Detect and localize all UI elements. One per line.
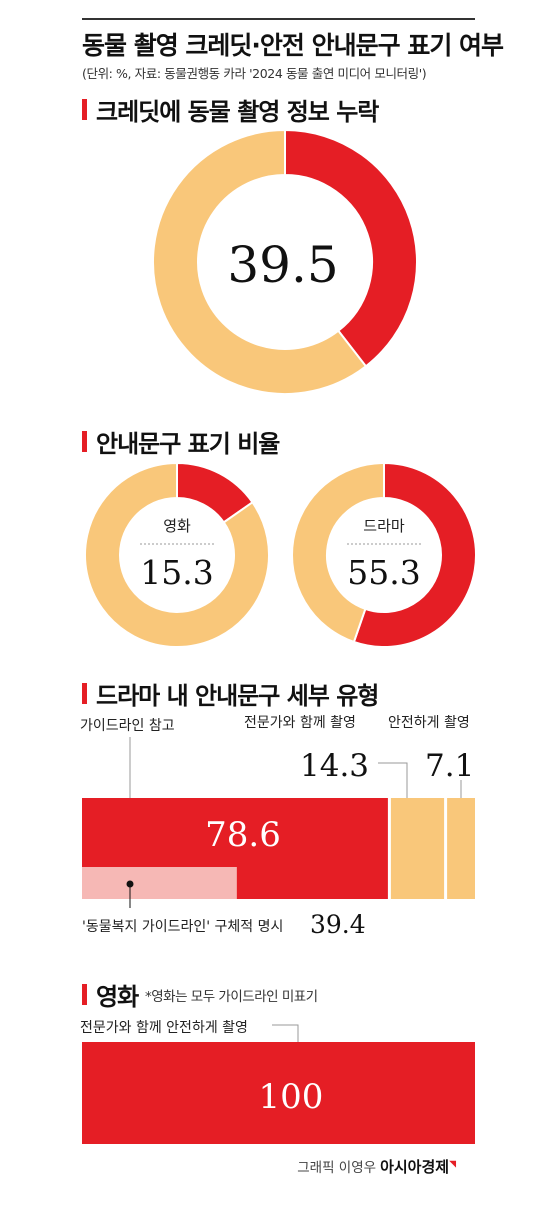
section-heading-credit: 크레딧에 동물 촬영 정보 누락 bbox=[82, 92, 379, 127]
bar-category-label: 전문가와 함께 안전하게 촬영 bbox=[80, 1020, 248, 1036]
donut-category-label: 영화 bbox=[163, 517, 191, 535]
bar-category-label: 안전하게 촬영 bbox=[388, 715, 470, 731]
donut-movie bbox=[84, 461, 270, 648]
bar-value-label: 7.1 bbox=[425, 748, 474, 784]
bar-category-label: 가이드라인 참고 bbox=[80, 718, 175, 734]
sub-bar-label: '동물복지 가이드라인' 구체적 명시 bbox=[82, 919, 283, 935]
bar-segment-0 bbox=[82, 1042, 475, 1144]
section-heading-notice: 안내문구 표기 비율 bbox=[82, 424, 280, 459]
section-marker bbox=[82, 984, 87, 1005]
bar-value-label: 78.6 bbox=[205, 815, 281, 855]
section-heading-drama: 드라마 내 안내문구 세부 유형 bbox=[82, 676, 379, 711]
movie-stacked-bar bbox=[82, 1042, 475, 1144]
section-marker bbox=[82, 683, 87, 704]
brand-logo: 아시아경제 bbox=[380, 1158, 450, 1176]
source-note: (단위: %, 자료: 동물권행동 카라 '2024 동물 출연 미디어 모니터… bbox=[82, 66, 427, 81]
credit-line: 그래픽 이영우 아시아경제◥ bbox=[297, 1156, 456, 1177]
callout-line bbox=[378, 762, 408, 798]
sub-bar bbox=[82, 867, 237, 899]
donut-center-value: 55.3 bbox=[347, 553, 420, 592]
donut-slice-0 bbox=[284, 128, 418, 368]
bar-value-label: 14.3 bbox=[300, 748, 369, 784]
section-title: 크레딧에 동물 촬영 정보 누락 bbox=[96, 98, 379, 126]
section-title: 영화 bbox=[96, 983, 139, 1011]
bar-category-label: 전문가와 함께 촬영 bbox=[244, 715, 356, 731]
chart-title: 동물 촬영 크레딧·안전 안내문구 표기 여부 bbox=[82, 31, 504, 60]
section-title: 안내문구 표기 비율 bbox=[96, 430, 280, 458]
callout-dot bbox=[126, 880, 134, 888]
donut-category-label: 드라마 bbox=[363, 517, 405, 535]
section-marker bbox=[82, 431, 87, 452]
section-heading-movie: 영화 bbox=[82, 977, 139, 1012]
movie-note: *영화는 모두 가이드라인 미표기 bbox=[145, 989, 318, 1005]
callout-line bbox=[272, 1024, 299, 1042]
bar-value-label: 100 bbox=[259, 1077, 324, 1117]
donut-slice-0 bbox=[352, 461, 477, 648]
donut-slice-1 bbox=[84, 461, 270, 648]
sub-bar-value-label: 39.4 bbox=[310, 910, 366, 939]
donut-slice-1 bbox=[291, 461, 385, 644]
top-rule bbox=[82, 18, 475, 20]
brand-mark-icon: ◥ bbox=[449, 1159, 456, 1170]
credit-author: 그래픽 이영우 bbox=[297, 1160, 377, 1176]
donut-center-value: 39.5 bbox=[227, 236, 338, 294]
drama-stacked-bar bbox=[82, 798, 475, 899]
donut-drama bbox=[291, 461, 477, 648]
section-marker bbox=[82, 99, 87, 120]
bar-segment-1 bbox=[390, 798, 445, 899]
bar-segment-2 bbox=[447, 798, 475, 899]
donut-slice-1 bbox=[152, 128, 368, 395]
donut-center-value: 15.3 bbox=[140, 553, 213, 592]
section-title: 드라마 내 안내문구 세부 유형 bbox=[96, 682, 379, 710]
donut-credit-missing bbox=[152, 128, 418, 395]
